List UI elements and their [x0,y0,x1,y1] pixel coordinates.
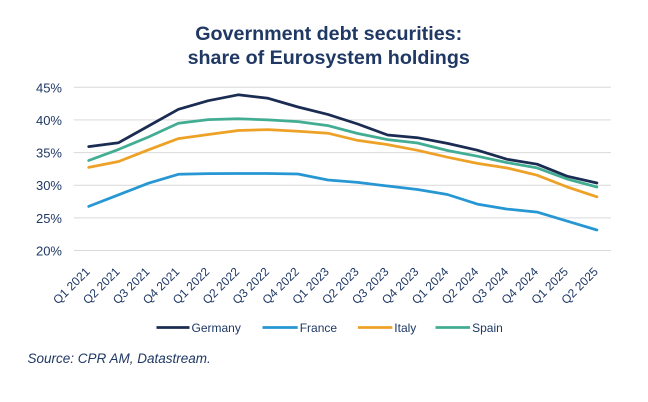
svg-text:Source: CPR AM, Datastream.: Source: CPR AM, Datastream. [28,351,211,366]
svg-text:share of Eurosystem holdings: share of Eurosystem holdings [188,47,470,69]
svg-text:Italy: Italy [394,321,416,335]
svg-text:35%: 35% [36,146,62,161]
svg-text:Government debt securities:: Government debt securities: [195,23,462,45]
svg-text:45%: 45% [36,80,62,95]
svg-text:20%: 20% [36,244,62,259]
svg-text:30%: 30% [36,178,62,193]
svg-text:25%: 25% [36,211,62,226]
svg-text:40%: 40% [36,113,62,128]
svg-text:Germany: Germany [192,321,241,335]
svg-text:Spain: Spain [472,321,503,335]
svg-text:France: France [300,321,338,335]
